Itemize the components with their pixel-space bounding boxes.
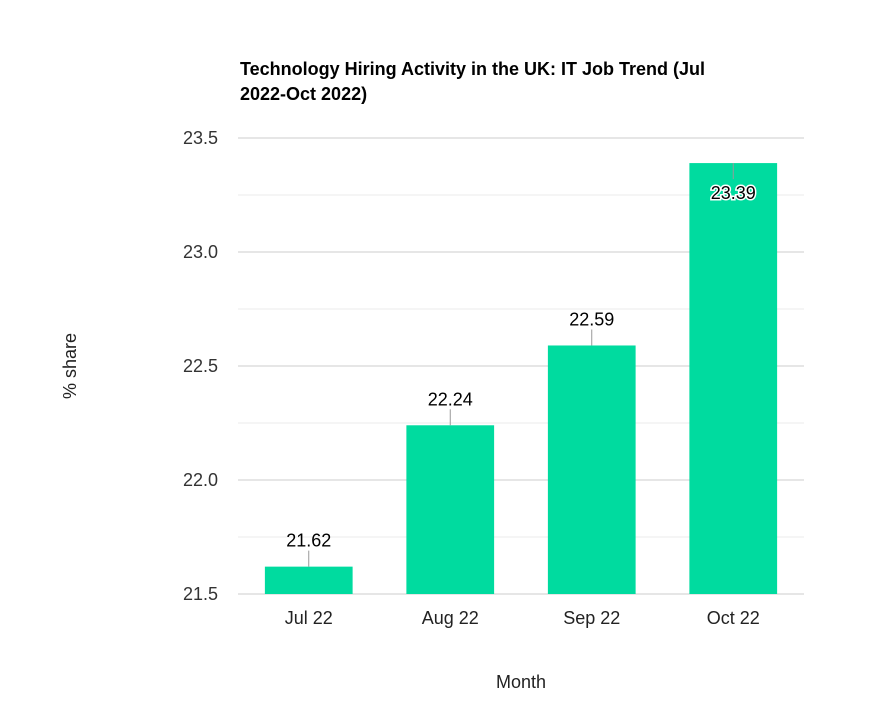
data-label: 21.62 bbox=[286, 531, 331, 551]
x-axis-label: Month bbox=[496, 672, 546, 692]
x-tick-label: Jul 22 bbox=[285, 608, 333, 628]
data-labels: 21.62 22.24 22.59 23.39 bbox=[286, 163, 757, 567]
x-axis-categories: Jul 22 Aug 22 Sep 22 Oct 22 bbox=[285, 608, 760, 628]
data-label: 23.39 bbox=[711, 183, 756, 203]
chart-title-line-1: Technology Hiring Activity in the UK: IT… bbox=[240, 59, 705, 79]
chart-title-line-2: 2022-Oct 2022) bbox=[240, 84, 367, 104]
bars bbox=[264, 163, 778, 594]
bar bbox=[547, 345, 636, 594]
bar bbox=[406, 425, 495, 594]
x-tick-label: Aug 22 bbox=[422, 608, 479, 628]
y-tick-label: 23.0 bbox=[183, 242, 218, 262]
y-tick-label: 22.5 bbox=[183, 356, 218, 376]
bar bbox=[264, 566, 353, 594]
chart-title: Technology Hiring Activity in the UK: IT… bbox=[240, 59, 705, 104]
x-tick-label: Sep 22 bbox=[563, 608, 620, 628]
data-label: 22.24 bbox=[428, 389, 473, 409]
y-tick-label: 21.5 bbox=[183, 584, 218, 604]
y-axis-label: % share bbox=[60, 333, 80, 399]
y-axis-ticks: 21.5 22.0 22.5 23.0 23.5 bbox=[183, 128, 218, 604]
bar bbox=[689, 163, 778, 594]
y-tick-label: 22.0 bbox=[183, 470, 218, 490]
data-label: 22.59 bbox=[569, 309, 614, 329]
x-tick-label: Oct 22 bbox=[707, 608, 760, 628]
y-tick-label: 23.5 bbox=[183, 128, 218, 148]
